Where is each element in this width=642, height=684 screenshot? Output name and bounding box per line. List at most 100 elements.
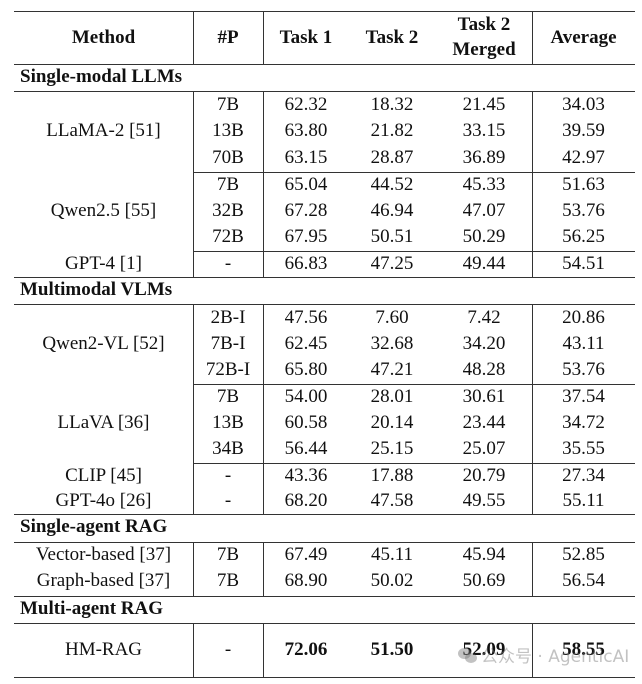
section-rule bbox=[14, 277, 635, 278]
params-cell: 70B bbox=[212, 147, 244, 168]
task1-cell: 67.95 bbox=[284, 226, 328, 247]
header-average: Average bbox=[550, 27, 617, 48]
task2-merged-cell: 25.07 bbox=[462, 438, 506, 459]
task1-cell: 65.04 bbox=[284, 174, 328, 195]
params-cell: 7B-I bbox=[210, 333, 246, 354]
params-cell: 7B bbox=[216, 174, 240, 195]
task2-merged-cell: 33.15 bbox=[462, 120, 506, 141]
task1-cell: 66.83 bbox=[284, 253, 328, 274]
task2-cell: 25.15 bbox=[370, 438, 414, 459]
task2-cell: 7.60 bbox=[375, 307, 409, 328]
average-cell: 42.97 bbox=[562, 147, 605, 168]
header-task2: Task 2 bbox=[365, 27, 419, 48]
task2-merged-cell: 52.09 bbox=[462, 639, 506, 660]
task2-cell: 50.02 bbox=[370, 570, 414, 591]
average-cell: 58.55 bbox=[562, 639, 605, 660]
col-divider bbox=[532, 623, 533, 677]
col-divider bbox=[263, 91, 264, 277]
task2-merged-cell: 30.61 bbox=[462, 386, 506, 407]
section-title: Single-modal LLMs bbox=[20, 66, 183, 87]
average-cell: 34.72 bbox=[562, 412, 605, 433]
section-rule bbox=[14, 596, 635, 597]
method-name: LLaMA-2 [51] bbox=[46, 120, 161, 141]
header-params: #P bbox=[217, 27, 239, 48]
task1-cell: 67.28 bbox=[284, 200, 328, 221]
average-cell: 53.76 bbox=[562, 200, 605, 221]
col-divider bbox=[193, 304, 194, 514]
wechat-icon bbox=[458, 648, 478, 664]
task2-cell: 17.88 bbox=[370, 465, 414, 486]
method-name: HM-RAG bbox=[64, 639, 143, 660]
task2-merged-cell: 36.89 bbox=[462, 147, 506, 168]
params-cell: 32B bbox=[212, 200, 244, 221]
col-divider bbox=[263, 11, 264, 64]
group-rule bbox=[193, 172, 635, 173]
method-name: Qwen2.5 [55] bbox=[50, 200, 157, 221]
task1-cell: 67.49 bbox=[284, 544, 328, 565]
section-rule bbox=[14, 623, 635, 624]
task2-cell: 47.21 bbox=[370, 359, 414, 380]
section-rule bbox=[14, 304, 635, 305]
task2-merged-cell: 21.45 bbox=[462, 94, 506, 115]
task2-merged-cell: 34.20 bbox=[462, 333, 506, 354]
params-cell: - bbox=[224, 639, 232, 660]
method-name: GPT-4o [26] bbox=[55, 490, 152, 511]
average-cell: 54.51 bbox=[562, 253, 605, 274]
params-cell: 72B bbox=[212, 226, 244, 247]
task2-cell: 47.58 bbox=[370, 490, 414, 511]
task2-merged-cell: 48.28 bbox=[462, 359, 506, 380]
col-divider bbox=[263, 304, 264, 514]
table-bottom-rule bbox=[14, 677, 635, 678]
section-rule bbox=[14, 542, 635, 543]
task2-merged-cell: 23.44 bbox=[462, 412, 506, 433]
task1-cell: 60.58 bbox=[284, 412, 328, 433]
average-cell: 39.59 bbox=[562, 120, 605, 141]
task1-cell: 54.00 bbox=[284, 386, 328, 407]
task2-cell: 50.51 bbox=[370, 226, 414, 247]
task2-merged-cell: 20.79 bbox=[462, 465, 506, 486]
params-cell: 7B bbox=[216, 94, 240, 115]
section-title: Multi-agent RAG bbox=[20, 598, 164, 619]
task2-cell: 20.14 bbox=[370, 412, 414, 433]
section-title: Multimodal VLMs bbox=[20, 279, 173, 300]
col-divider bbox=[193, 11, 194, 64]
task2-merged-cell: 47.07 bbox=[462, 200, 506, 221]
params-cell: 13B bbox=[212, 120, 244, 141]
task1-cell: 68.90 bbox=[284, 570, 328, 591]
task1-cell: 47.56 bbox=[284, 307, 328, 328]
task2-cell: 32.68 bbox=[370, 333, 414, 354]
task2-merged-cell: 50.29 bbox=[462, 226, 506, 247]
task2-merged-cell: 49.44 bbox=[462, 253, 506, 274]
method-name: Vector-based [37] bbox=[35, 544, 172, 565]
task2-cell: 47.25 bbox=[370, 253, 414, 274]
average-cell: 43.11 bbox=[562, 333, 605, 354]
params-cell: - bbox=[224, 253, 232, 274]
task2-merged-cell: 45.94 bbox=[462, 544, 506, 565]
params-cell: 72B-I bbox=[205, 359, 251, 380]
group-rule bbox=[193, 384, 635, 385]
average-cell: 56.25 bbox=[562, 226, 605, 247]
watermark-text: 公众号 · AgenticAI bbox=[481, 647, 630, 667]
task1-cell: 68.20 bbox=[284, 490, 328, 511]
params-cell: 13B bbox=[212, 412, 244, 433]
task1-cell: 65.80 bbox=[284, 359, 328, 380]
average-cell: 35.55 bbox=[562, 438, 605, 459]
col-divider bbox=[532, 542, 533, 596]
section-rule bbox=[14, 514, 635, 515]
header-task2-merged-line1: Task 2 bbox=[457, 14, 511, 35]
col-divider bbox=[263, 542, 264, 596]
col-divider bbox=[193, 542, 194, 596]
average-cell: 53.76 bbox=[562, 359, 605, 380]
task2-cell: 28.87 bbox=[370, 147, 414, 168]
method-name: Graph-based [37] bbox=[36, 570, 171, 591]
task2-merged-cell: 50.69 bbox=[462, 570, 506, 591]
col-divider bbox=[532, 91, 533, 277]
params-cell: 34B bbox=[212, 438, 244, 459]
col-divider bbox=[193, 91, 194, 277]
header-method: Method bbox=[71, 27, 136, 48]
col-divider bbox=[532, 11, 533, 64]
task2-cell: 46.94 bbox=[370, 200, 414, 221]
header-bottom-rule bbox=[14, 64, 635, 65]
params-cell: 7B bbox=[216, 544, 240, 565]
method-name: CLIP [45] bbox=[65, 465, 142, 486]
